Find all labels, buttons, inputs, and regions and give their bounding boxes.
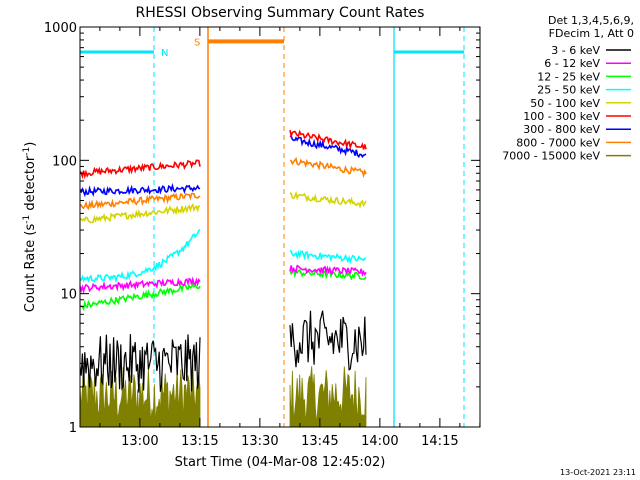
series-line	[289, 264, 367, 278]
series-line	[79, 159, 201, 180]
legend-label: 800 - 7000 keV	[516, 136, 600, 149]
x-tick-label: 13:45	[301, 434, 338, 449]
series-fill	[79, 364, 201, 428]
legend-label: 25 - 50 keV	[537, 84, 600, 97]
y-tick-label: 1	[69, 421, 77, 436]
legend-label: 3 - 6 keV	[551, 44, 600, 57]
chart-title: RHESSI Observing Summary Count Rates	[136, 5, 425, 21]
x-axis: 13:00 13:15 13:30 13:45 14:00 14:15	[99, 27, 481, 449]
legend-label: 100 - 300 keV	[523, 110, 600, 123]
series-line	[79, 192, 201, 211]
y-axis-label-part: detector	[23, 155, 38, 215]
series-line	[289, 268, 367, 281]
night-label: N	[161, 48, 168, 59]
series-line	[289, 190, 367, 209]
y-tick-label: 10	[60, 288, 77, 303]
series-line	[289, 134, 367, 159]
legend-header-line: FDecim 1, Att 0	[549, 27, 634, 40]
y-axis-label-sup: -1	[22, 215, 32, 224]
x-tick-label: 14:15	[421, 434, 458, 449]
series-100-300-kev	[79, 129, 367, 180]
series-line	[79, 276, 201, 294]
series-50-100-kev	[79, 190, 367, 224]
series-line	[79, 334, 201, 393]
series-25-50-kev	[79, 228, 367, 284]
footer-timestamp: 13-Oct-2021 23:11	[560, 468, 636, 477]
x-tick-label: 13:30	[241, 434, 278, 449]
y-axis-label: Count Rate (s-1 detector-1)	[22, 142, 38, 313]
x-tick-label: 13:00	[121, 434, 158, 449]
series-line	[289, 249, 367, 265]
series-fill	[289, 366, 367, 428]
legend: Det 1,3,4,5,6,9, FDecim 1, Att 0 3 - 6 k…	[502, 14, 634, 163]
legend-label: 7000 - 15000 keV	[502, 150, 600, 163]
series-line	[79, 203, 201, 224]
legend-label: 50 - 100 keV	[530, 97, 600, 110]
series-12-25-kev	[80, 268, 367, 312]
series-line	[80, 282, 201, 312]
y-axis: 1 10 100 1000	[44, 21, 480, 436]
series-6-12-kev	[79, 264, 367, 294]
legend-label: 300 - 800 keV	[523, 123, 600, 136]
series-line	[79, 182, 201, 198]
series-7000-15000-kev	[79, 364, 367, 428]
series-3-6-kev	[79, 310, 367, 393]
series-line	[289, 129, 367, 150]
plot-area: NS	[79, 27, 465, 428]
y-axis-label-sup: -1	[22, 147, 32, 156]
series-800-7000-kev	[79, 156, 367, 211]
x-tick-label: 13:15	[181, 434, 218, 449]
series-line	[289, 310, 367, 371]
series-line	[289, 156, 367, 179]
series-300-800-kev	[79, 134, 367, 198]
legend-header-line: Det 1,3,4,5,6,9,	[548, 14, 634, 27]
series-line	[79, 228, 201, 284]
y-axis-label-part: Count Rate (s	[23, 224, 38, 313]
x-tick-label: 14:00	[361, 434, 398, 449]
legend-label: 6 - 12 keV	[544, 57, 600, 70]
y-tick-label: 100	[52, 154, 77, 169]
y-axis-label-part: )	[23, 142, 38, 147]
y-tick-label: 1000	[44, 21, 77, 36]
x-axis-label: Start Time (04-Mar-08 12:45:02)	[175, 455, 386, 470]
saa-label: S	[194, 37, 200, 48]
legend-label: 12 - 25 keV	[537, 70, 600, 83]
